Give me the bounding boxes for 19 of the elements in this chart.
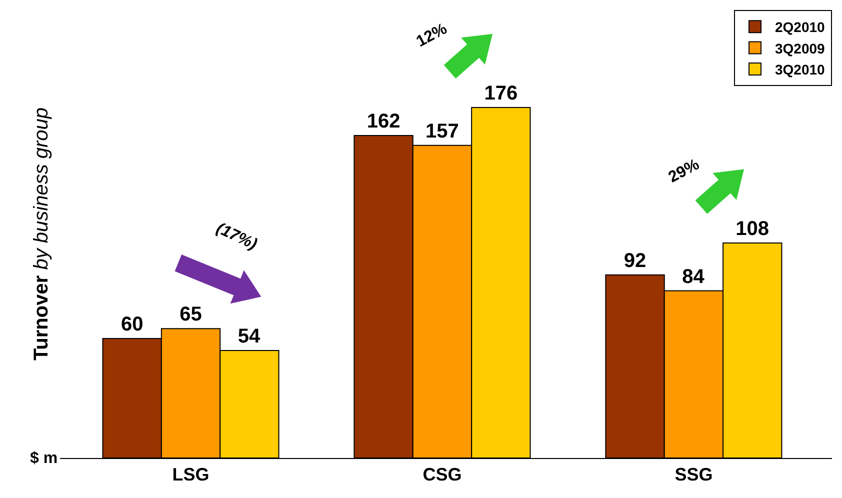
data-label: 176	[484, 82, 518, 105]
legend-label: 2Q2010	[775, 19, 826, 36]
y-axis-title: Turnover by business group	[30, 107, 52, 361]
data-label: 157	[426, 120, 459, 142]
data-label: 54	[238, 325, 261, 348]
data-label: 108	[736, 218, 770, 240]
legend-label: 3Q2009	[775, 40, 826, 56]
annotation: 12%	[414, 20, 450, 51]
data-label: 162	[366, 110, 400, 132]
data-label: 92	[624, 250, 646, 272]
text: $ m	[30, 450, 58, 467]
legend-label: 3Q2010	[775, 61, 826, 78]
annotation: 29%	[666, 156, 702, 186]
x-tick-label: CSG	[422, 464, 462, 485]
data-label: 60	[120, 314, 144, 336]
x-tick-label: LSG	[172, 464, 210, 485]
data-label: 65	[180, 304, 202, 326]
x-tick-label: SSG	[674, 464, 713, 485]
data-label: 84	[682, 266, 706, 288]
